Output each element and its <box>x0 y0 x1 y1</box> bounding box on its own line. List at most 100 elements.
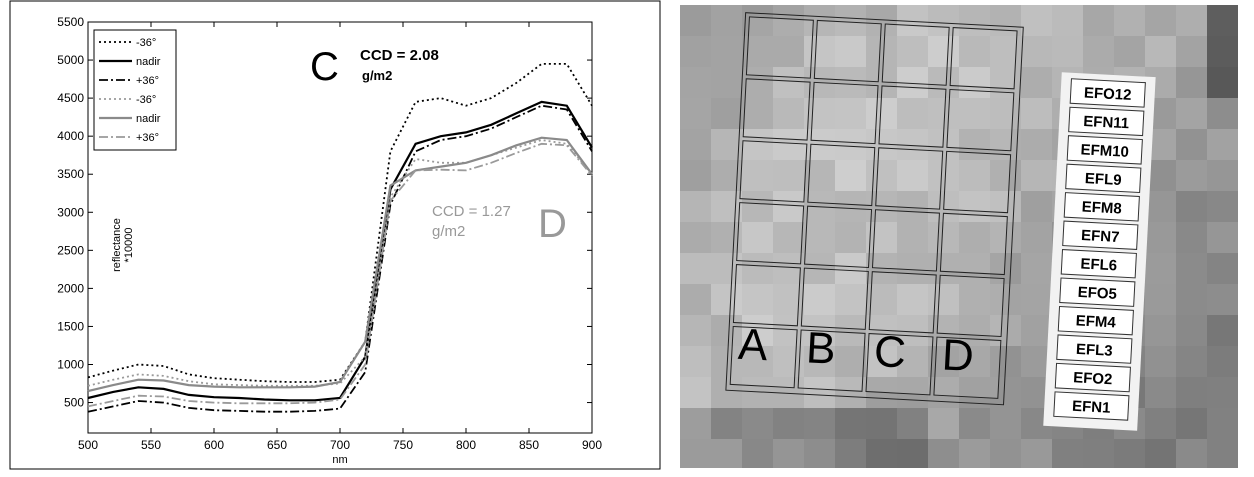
pixel <box>1021 36 1052 67</box>
pixel <box>1176 67 1207 98</box>
pixel <box>1145 346 1176 377</box>
y-tick-label: 500 <box>64 396 84 410</box>
pixel <box>897 160 928 191</box>
pixel <box>1207 284 1238 315</box>
pixel <box>959 253 990 284</box>
pixel <box>1207 377 1238 408</box>
pixel <box>1052 439 1083 468</box>
strip-box <box>1059 277 1136 307</box>
strip-box <box>1054 362 1131 393</box>
pixel <box>1176 129 1207 160</box>
pixel <box>804 36 835 67</box>
pixel <box>1145 222 1176 253</box>
pixel <box>1114 36 1145 67</box>
strip-box <box>1057 305 1134 336</box>
x-tick-label: 600 <box>204 438 224 452</box>
chart: 500 550 600 650 700 750 800 850 900 500 1000 1500 20… <box>57 15 602 466</box>
pixel <box>990 284 1021 315</box>
pixel <box>928 5 959 36</box>
pixel <box>742 408 773 439</box>
pixel <box>680 191 711 222</box>
pixel <box>897 36 928 67</box>
pixel <box>959 408 990 439</box>
strip-label: EFN7 <box>1081 227 1120 246</box>
strip-box <box>1060 249 1137 279</box>
pixel <box>1207 191 1238 222</box>
y-tick-label: 2500 <box>57 243 84 257</box>
pixel <box>1207 315 1238 346</box>
pixel <box>1176 284 1207 315</box>
annotation: CCD = 1.27 <box>432 203 511 220</box>
pixel <box>928 439 959 468</box>
series-line <box>87 139 593 387</box>
pixel <box>711 67 742 98</box>
pixel <box>680 284 711 315</box>
plot-cell <box>933 336 1002 399</box>
pixel <box>773 315 804 346</box>
pixel <box>1021 222 1052 253</box>
series-line <box>87 136 593 393</box>
pixel <box>897 191 928 222</box>
series-line <box>87 142 593 408</box>
annotation-letter: D <box>538 202 567 246</box>
pixel <box>1176 377 1207 408</box>
pixel <box>1145 315 1176 346</box>
pixel <box>773 191 804 222</box>
plot-cell <box>807 143 876 207</box>
strip-label: EFL6 <box>1080 256 1118 275</box>
pixel <box>711 284 742 315</box>
pixel <box>773 98 804 129</box>
pixel <box>1176 98 1207 129</box>
pixel <box>897 129 928 160</box>
plot-label: D <box>941 330 975 381</box>
pixel <box>1021 5 1052 36</box>
pixel <box>804 346 835 377</box>
pixel <box>742 129 773 160</box>
pixel <box>1176 315 1207 346</box>
pixel <box>866 222 897 253</box>
pixel <box>1207 98 1238 129</box>
pixel <box>1176 160 1207 191</box>
pixel <box>1145 408 1176 439</box>
pixel <box>835 129 866 160</box>
pixel <box>1176 408 1207 439</box>
pixel <box>835 377 866 408</box>
pixel <box>742 5 773 36</box>
pixel <box>1176 191 1207 222</box>
pixel <box>866 36 897 67</box>
x-tick-label: 700 <box>330 438 350 452</box>
pixel <box>990 408 1021 439</box>
pixel <box>897 439 928 468</box>
legend-label: +36° <box>136 132 159 144</box>
pixel <box>742 315 773 346</box>
pixel <box>742 98 773 129</box>
pixel <box>1083 5 1114 36</box>
pixel <box>959 315 990 346</box>
pixel <box>835 222 866 253</box>
pixel <box>742 67 773 98</box>
pixel <box>990 439 1021 468</box>
strip-label: EFO5 <box>1077 284 1117 303</box>
strip: EFO12 EFN11 EFM10 EFL9 EFM8 EFN7 EFL6 EFO5 EFM4 E… <box>1043 72 1156 431</box>
plot-cell <box>800 267 869 330</box>
plot-cell <box>810 81 879 145</box>
pixel <box>959 284 990 315</box>
pixel <box>711 5 742 36</box>
x-axis-label: nm <box>332 454 347 466</box>
pixel <box>1021 191 1052 222</box>
pixel <box>928 98 959 129</box>
plot-cell <box>943 150 1012 214</box>
pixel <box>1207 253 1238 284</box>
pixel <box>742 439 773 468</box>
x-tick-label: 500 <box>78 438 98 452</box>
pixel <box>928 284 959 315</box>
pixel <box>773 222 804 253</box>
series-line <box>87 104 593 413</box>
pixel <box>959 98 990 129</box>
pixel <box>742 346 773 377</box>
pixel <box>680 346 711 377</box>
strip-label: EFL9 <box>1084 170 1122 189</box>
pixel <box>680 129 711 160</box>
pixel <box>959 5 990 36</box>
pixel <box>866 346 897 377</box>
